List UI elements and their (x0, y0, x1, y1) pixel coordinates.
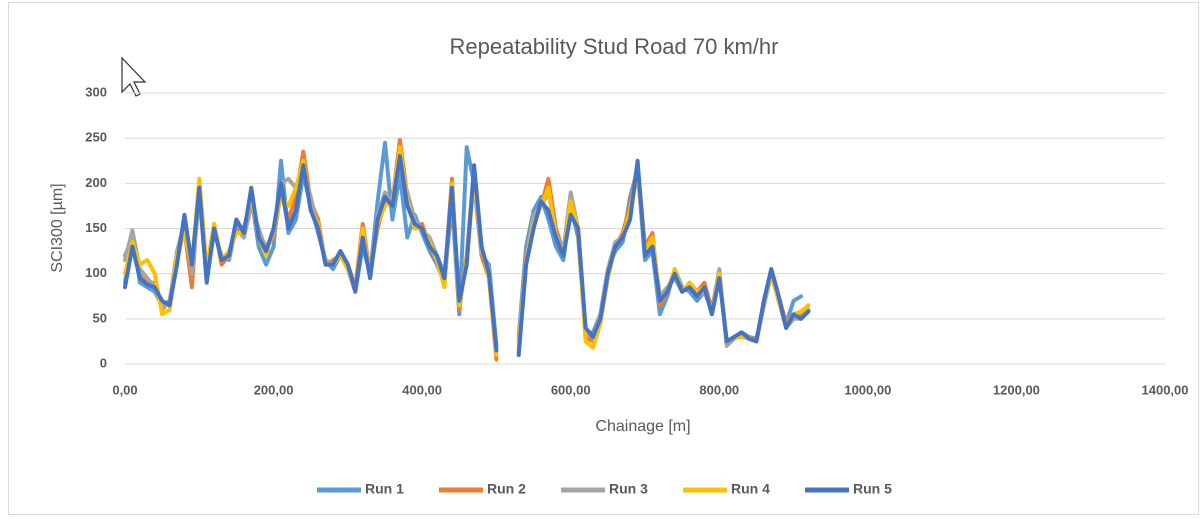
x-tick-label: 200,00 (254, 382, 294, 397)
y-tick-label: 100 (85, 265, 107, 280)
y-tick-label: 300 (85, 84, 107, 99)
x-tick-label: 400,00 (402, 382, 442, 397)
y-tick-label: 200 (85, 175, 107, 190)
x-tick-label: 600,00 (551, 382, 591, 397)
y-tick-label: 0 (100, 355, 107, 370)
legend-label: Run 1 (365, 481, 404, 497)
legend-label: Run 5 (853, 481, 892, 497)
x-tick-label: 1000,00 (844, 382, 891, 397)
x-axis-label: Chainage [m] (595, 418, 690, 435)
x-tick-label: 1400,00 (1142, 382, 1189, 397)
chart-title: Repeatability Stud Road 70 km/hr (450, 34, 779, 59)
legend-label: Run 2 (487, 481, 526, 497)
y-tick-label: 250 (85, 130, 107, 145)
legend-label: Run 3 (609, 481, 648, 497)
x-tick-label: 800,00 (699, 382, 739, 397)
y-tick-label: 150 (85, 220, 107, 235)
y-tick-label: 50 (93, 310, 107, 325)
y-axis-label: SCI300 [µm] (49, 183, 66, 272)
x-tick-label: 1200,00 (993, 382, 1040, 397)
x-tick-label: 0,00 (112, 382, 137, 397)
data-line (123, 154, 811, 357)
legend-label: Run 4 (731, 481, 770, 497)
mouse-cursor (121, 56, 147, 97)
